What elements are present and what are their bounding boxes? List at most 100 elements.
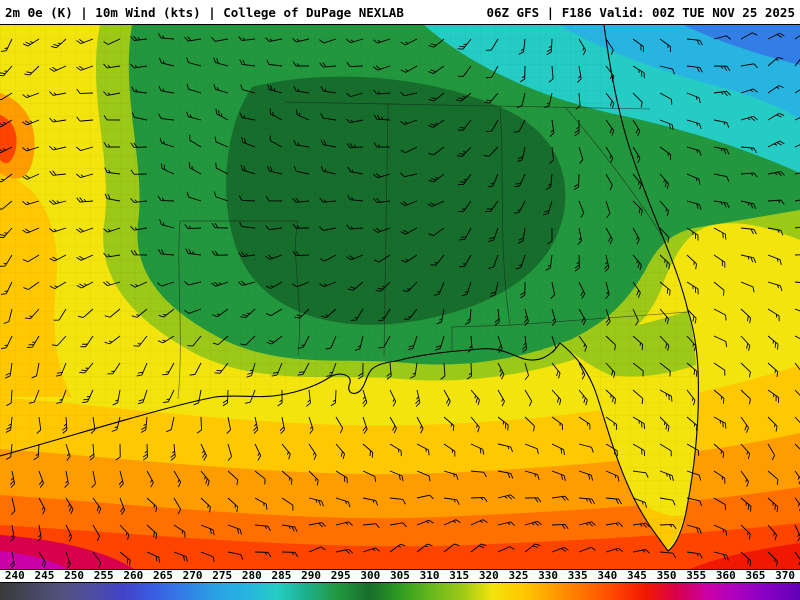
wind-barb [62,416,68,434]
wind-barb [173,470,182,488]
map-area [0,24,800,570]
wind-barb [306,389,311,407]
wind-barb [517,146,526,163]
wind-barb [514,173,526,188]
colorbar-tick-label: 240 [4,569,25,582]
wind-barb [241,136,256,148]
wind-barb [605,335,616,351]
wind-barb [767,281,783,292]
wind-barb [767,335,779,350]
wind-barb [542,200,553,216]
wind-barb [686,443,700,456]
colorbar-tick-label: 260 [123,569,144,582]
wind-barb [119,551,131,566]
colorbar-tick-label: 300 [360,569,381,582]
wind-barb [173,524,186,538]
wind-barb [767,227,784,236]
wind-barb [659,119,674,131]
wind-barb [402,281,418,292]
wind-barb [605,38,614,55]
wind-barb [740,200,757,210]
colorbar-tick-label: 270 [182,569,203,582]
colorbar-labels: 240 245 250 255 260 265 270 275 280 285 290 295 300 3… [0,570,800,582]
wind-barb [200,497,211,513]
wind-barb [22,227,40,234]
wind-barb [130,35,148,41]
wind-barb [740,335,751,351]
wind-barb [119,497,126,515]
wind-barb [497,443,514,453]
wind-barb [213,191,229,202]
wind-barb [293,140,310,148]
wind-barb [0,254,13,267]
wind-barb [470,519,488,526]
wind-barb [483,146,499,157]
wind-barb [293,86,310,94]
wind-barb [22,146,40,152]
wind-barb [76,116,94,122]
wind-barb [605,146,614,164]
colorbar-tick-label: 335 [567,569,588,582]
wind-barb [319,226,337,231]
wind-barb [157,335,175,344]
wind-barb [373,254,391,263]
wind-barb [103,280,121,287]
wind-barb [464,308,472,325]
wind-barb [632,65,645,79]
wind-barb [485,38,499,51]
wind-barb [159,219,175,229]
wind-barb [189,362,202,376]
wind-barb [49,227,67,233]
wind-barb [292,61,309,67]
wind-barb [265,281,283,289]
wind-barb [0,281,13,295]
wind-barb [428,119,445,128]
wind-barb [281,497,294,511]
wind-barb [443,519,461,526]
wind-barb [686,38,703,46]
wind-barb [65,524,73,542]
wind-barb [513,200,526,214]
wind-barb [281,551,299,558]
wind-barb [487,173,499,188]
wind-barb [713,416,727,429]
wind-barb [659,416,670,432]
wind-barb [246,362,256,378]
wind-barb [130,225,148,231]
wind-barb [173,551,188,562]
wind-barb [346,254,364,261]
wind-barb [22,119,40,126]
wind-barb [515,254,526,270]
wind-barb [76,38,94,45]
wind-barb [659,470,674,481]
wind-barb [346,143,364,149]
wind-barb [51,38,67,49]
wind-barb [632,389,644,404]
field-cyan-core [560,25,800,119]
field-red-orange-band [0,523,800,569]
wind-barb [484,92,499,104]
wind-barb [518,38,526,55]
wind-barb [36,524,42,542]
wind-barb [686,497,703,507]
wind-barb [443,443,456,457]
wind-barb [103,142,121,148]
wind-barb [794,170,800,176]
colorbar-tick-label: 325 [508,569,529,582]
wind-barb [186,191,202,202]
wind-barb [335,521,353,526]
wind-barb [76,227,94,233]
wind-barb [713,308,727,321]
wind-barb [605,119,615,136]
wind-barb [267,84,283,94]
colorbar-tick-label: 340 [597,569,618,582]
wind-barb [170,443,176,461]
wind-barb [713,335,728,347]
wind-barb [118,470,124,488]
wind-barb [767,416,778,432]
wind-barb [632,362,644,377]
colorbar-tick-label: 310 [419,569,440,582]
wind-barb [297,362,310,376]
wind-barb [497,389,505,407]
wind-barb [740,146,757,154]
